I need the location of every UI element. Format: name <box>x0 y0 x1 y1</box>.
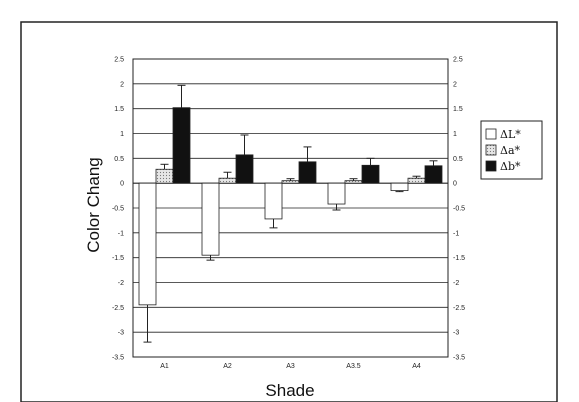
bar <box>298 161 317 184</box>
y-tick-label-right: -2.5 <box>453 305 465 312</box>
legend-swatch <box>485 128 497 140</box>
bar <box>407 177 426 184</box>
legend-swatch <box>485 160 497 172</box>
legend: ΔL* Δa* Δb* <box>480 120 543 180</box>
bar <box>218 177 237 184</box>
y-tick-label-left: -1.5 <box>112 255 124 262</box>
y-tick-label-right: -2 <box>453 280 459 287</box>
y-tick-label-right: -3 <box>453 330 459 337</box>
bar <box>281 180 300 184</box>
y-tick-label-right: 1.5 <box>453 106 463 113</box>
y-tick-label-left: -1 <box>118 230 124 237</box>
bar <box>155 168 174 184</box>
bars <box>138 107 443 306</box>
bar <box>327 182 346 205</box>
legend-label: Δb* <box>500 160 521 173</box>
plot-area <box>132 58 449 358</box>
x-tick-label: A2 <box>223 363 232 370</box>
y-tick-label-right: -0.5 <box>453 206 465 213</box>
bar <box>390 182 409 192</box>
legend-label: ΔL* <box>500 128 521 141</box>
y-tick-label-left: 1.5 <box>114 106 124 113</box>
y-tick-label-left: 1 <box>120 131 124 138</box>
x-tick-label: A3 <box>286 363 295 370</box>
y-tick-label-right: -1.5 <box>453 255 465 262</box>
y-tick-label-right: 2 <box>453 81 457 88</box>
y-tick-label-left: 0 <box>120 181 124 188</box>
legend-swatch <box>485 144 497 156</box>
x-tick-label: A4 <box>412 363 421 370</box>
y-axis-title: Color Chang <box>84 157 103 252</box>
x-axis-title: Shade <box>265 381 314 400</box>
bar <box>344 180 363 184</box>
y-tick-label-right: 0 <box>453 181 457 188</box>
y-tick-label-left: -0.5 <box>112 206 124 213</box>
y-tick-label-right: 2.5 <box>453 57 463 64</box>
y-tick-label-right: 0.5 <box>453 156 463 163</box>
bar <box>201 182 220 256</box>
legend-label: Δa* <box>500 144 521 157</box>
bar <box>138 182 157 306</box>
y-ticks-right: 2.5 2 1.5 1 0.5 0 -0.5 -1 -1.5 -2 -2.5 -3 -3.5 <box>453 57 465 362</box>
x-tick-label: A1 <box>160 363 169 370</box>
y-tick-label-right: -1 <box>453 230 459 237</box>
y-tick-label-right: -3.5 <box>453 355 465 362</box>
y-tick-label-left: -2.5 <box>112 305 124 312</box>
error-bars <box>143 84 438 343</box>
bar <box>235 154 254 184</box>
x-ticks: A1 A2 A3 A3.5 A4 <box>160 363 421 370</box>
bar <box>424 165 443 184</box>
y-tick-label-left: 2.5 <box>114 57 124 64</box>
bar <box>361 164 380 184</box>
y-ticks-left: 2.5 2 1.5 1 0.5 0 -0.5 -1 -1.5 -2 -2.5 -3 -3.5 <box>112 57 124 362</box>
bar <box>172 107 191 184</box>
y-tick-label-left: -3 <box>118 330 124 337</box>
outer-border <box>20 21 558 402</box>
x-tick-label: A3.5 <box>346 363 361 370</box>
bar <box>264 182 283 220</box>
y-tick-label-left: 0.5 <box>114 156 124 163</box>
y-tick-label-left: 2 <box>120 81 124 88</box>
y-tick-label-left: -2 <box>118 280 124 287</box>
y-tick-label-right: 1 <box>453 131 457 138</box>
y-tick-label-left: -3.5 <box>112 355 124 362</box>
